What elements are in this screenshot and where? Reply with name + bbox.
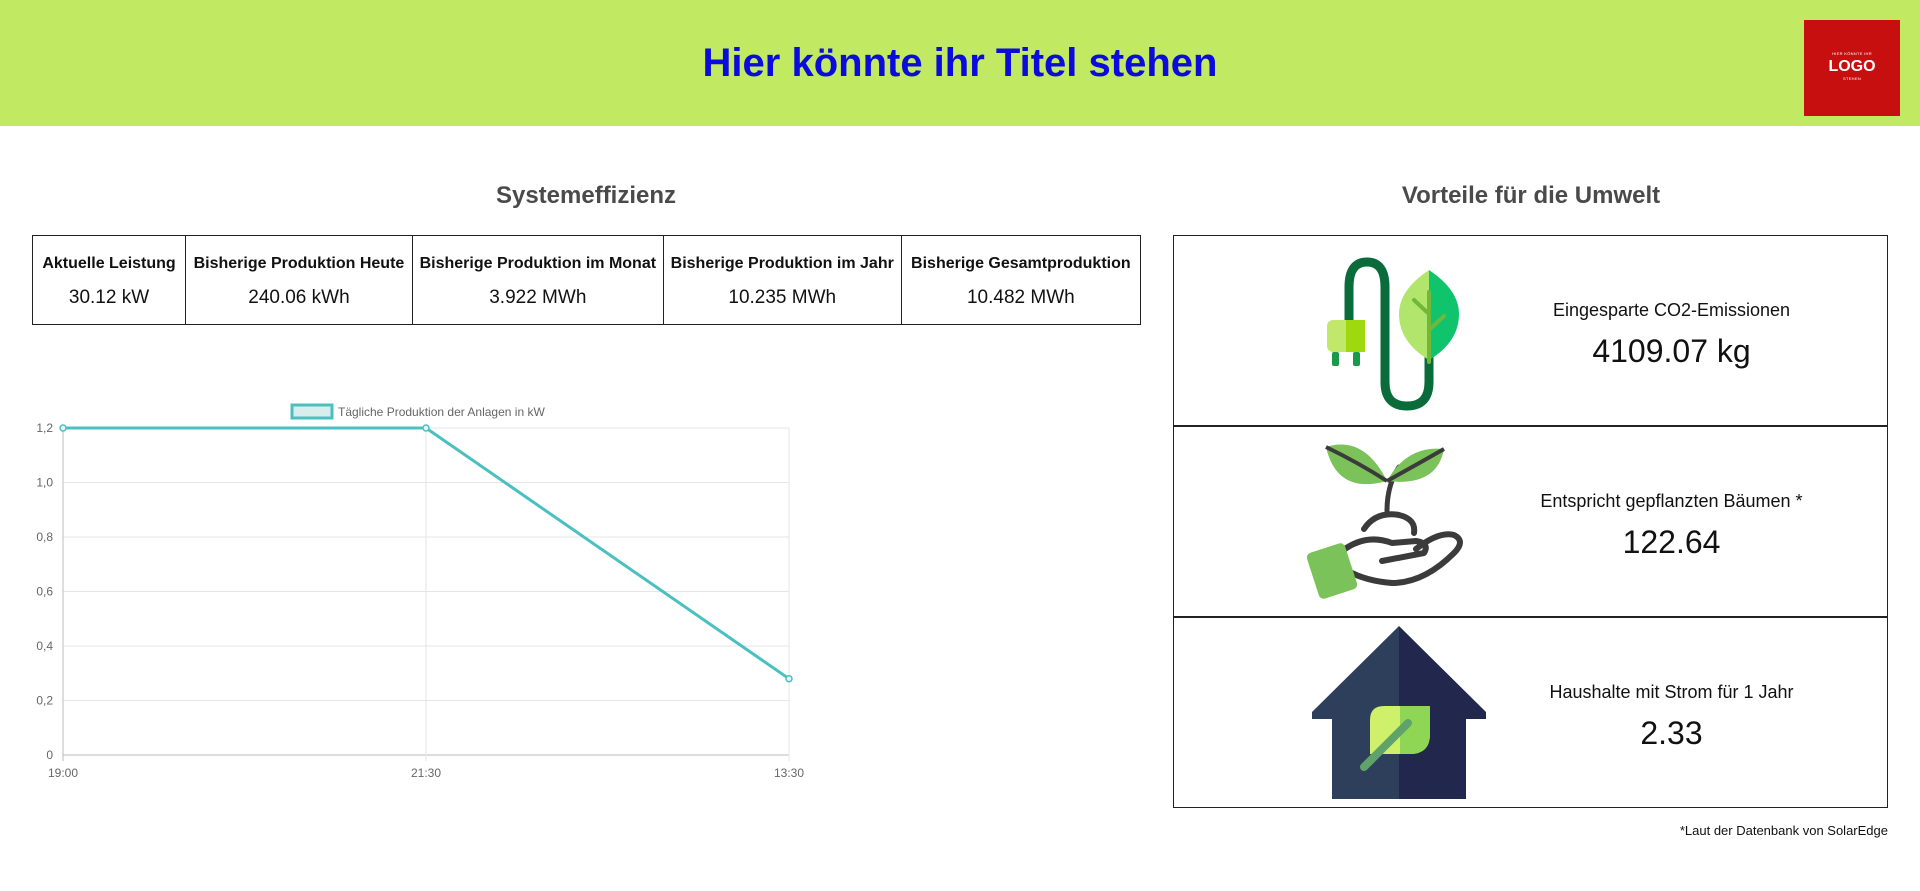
chart-series: [59, 424, 793, 683]
logo-bottom-text: STEHEN: [1842, 76, 1862, 81]
chart-x-tick-label: 13:30: [774, 766, 804, 780]
env-label: Eingesparte CO2-Emissionen: [1552, 300, 1791, 320]
chart-data-point[interactable]: [422, 424, 430, 432]
stat-label: Bisherige Produktion im Jahr: [670, 255, 894, 272]
chart-legend-label[interactable]: Tägliche Produktion der Anlagen in kW: [338, 405, 545, 419]
chart-grid: [62, 427, 790, 761]
stats-table: Aktuelle Leistung 30.12 kW Bisherige Pro…: [31, 235, 1142, 325]
page-title: Hier könnte ihr Titel stehen: [702, 41, 1218, 85]
chart-y-tick-label: 0,8: [36, 530, 53, 544]
chart-y-ticks: 0 0,2 0,4 0,6 0,8 1,0 1,2: [36, 421, 53, 762]
stat-cell-total-production: Bisherige Gesamtproduktion 10.482 MWh: [900, 235, 1142, 325]
hand-plant-icon: [1306, 444, 1463, 599]
stat-label: Bisherige Produktion im Monat: [419, 255, 657, 272]
env-label: Haushalte mit Strom für 1 Jahr: [1549, 682, 1794, 702]
stat-value: 10.235 MWh: [728, 287, 837, 308]
chart-y-tick-label: 0,4: [36, 639, 53, 653]
stat-value: 30.12 kW: [68, 287, 150, 308]
chart-data-point[interactable]: [59, 424, 67, 432]
chart-y-tick-label: 0,6: [36, 585, 53, 599]
house-leaf-icon: [1312, 626, 1486, 799]
env-value: 122.64: [1622, 524, 1721, 560]
stat-value: 240.06 kWh: [248, 287, 350, 308]
env-box-trees: Entspricht gepflanzten Bäumen * 122.64: [1173, 426, 1888, 617]
env-box-co2: Eingesparte CO2-Emissionen 4109.07 kg: [1173, 235, 1888, 426]
header-bar: Hier könnte ihr Titel stehen HIER KÖNNTE…: [0, 0, 1920, 126]
logo-top-text: HIER KÖNNTE IHR: [1832, 51, 1872, 56]
stat-cell-current-power: Aktuelle Leistung 30.12 kW: [31, 235, 187, 325]
chart-x-tick-label: 21:30: [411, 766, 441, 780]
env-label: Entspricht gepflanzten Bäumen *: [1540, 491, 1803, 511]
stat-value: 3.922 MWh: [489, 287, 587, 308]
footnote: *Laut der Datenbank von SolarEdge: [1679, 823, 1888, 838]
chart-x-tick-label: 19:00: [48, 766, 78, 780]
chart-y-tick-label: 0,2: [36, 694, 53, 708]
stat-label: Bisherige Gesamtproduktion: [911, 255, 1131, 272]
env-text-trees: Entspricht gepflanzten Bäumen * 122.64: [1494, 490, 1849, 562]
chart-x-ticks: 19:00 21:30 13:30: [48, 766, 804, 780]
env-text-co2: Eingesparte CO2-Emissionen 4109.07 kg: [1494, 299, 1849, 371]
env-value: 4109.07 kg: [1592, 333, 1751, 369]
env-text-households: Haushalte mit Strom für 1 Jahr 2.33: [1494, 681, 1849, 753]
logo: HIER KÖNNTE IHR LOGO STEHEN: [1804, 20, 1900, 116]
chart-data-point[interactable]: [785, 674, 793, 683]
production-line-chart: 0 0,2 0,4 0,6 0,8 1,0 1,2 19:00 21:30 13:30 Tägl…: [36, 403, 804, 780]
stat-cell-production-year: Bisherige Produktion im Jahr 10.235 MWh: [662, 235, 902, 325]
chart-y-tick-label: 1,0: [36, 476, 53, 490]
logo-main-text: LOGO: [1828, 58, 1876, 75]
stat-value: 10.482 MWh: [966, 287, 1075, 308]
env-value: 2.33: [1640, 715, 1703, 751]
stat-label: Bisherige Produktion Heute: [193, 255, 405, 272]
env-box-households: Haushalte mit Strom für 1 Jahr 2.33: [1173, 617, 1888, 808]
environment-benefits-title: Vorteile für die Umwelt: [1401, 182, 1661, 209]
chart-y-tick-label: 1,2: [36, 421, 53, 435]
chart-legend[interactable]: Tägliche Produktion der Anlagen in kW: [290, 403, 545, 420]
stat-label: Aktuelle Leistung: [42, 255, 176, 272]
system-efficiency-title: Systemeffizienz: [495, 182, 677, 209]
stat-cell-production-today: Bisherige Produktion Heute 240.06 kWh: [185, 235, 413, 325]
chart-y-tick-label: 0: [46, 748, 53, 762]
stat-cell-production-month: Bisherige Produktion im Monat 3.922 MWh: [411, 235, 664, 325]
plug-leaf-icon: [1327, 257, 1459, 411]
chart-legend-swatch[interactable]: [290, 403, 334, 420]
stats-row: Aktuelle Leistung 30.12 kW Bisherige Pro…: [31, 235, 1142, 325]
